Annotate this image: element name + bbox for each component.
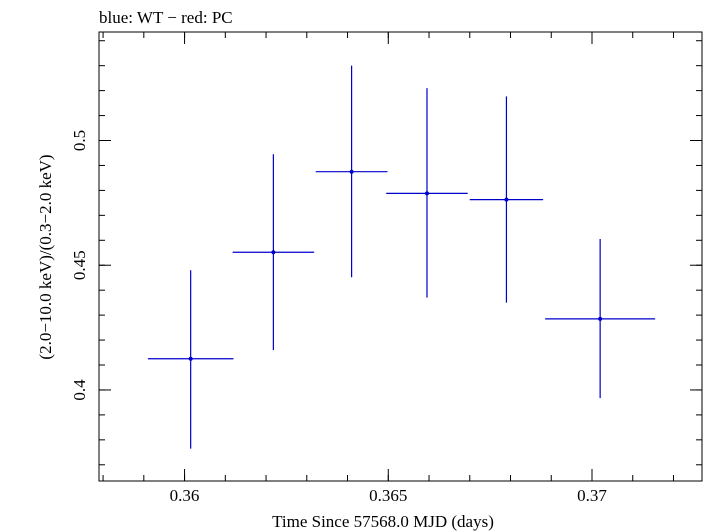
y-axis-label: (2.0−10.0 keV)/(0.3−2.0 keV) xyxy=(36,154,55,359)
data-series xyxy=(147,65,656,449)
data-point xyxy=(147,270,234,449)
point-marker xyxy=(188,356,193,361)
x-tick-label: 0.36 xyxy=(170,486,200,505)
point-marker xyxy=(504,197,509,202)
x-tick-label: 0.37 xyxy=(577,486,607,505)
point-marker xyxy=(349,169,354,174)
y-tick-label: 0.4 xyxy=(70,379,89,401)
data-point xyxy=(315,65,388,278)
point-marker xyxy=(271,250,276,255)
axis-ticks xyxy=(99,32,702,481)
y-tick-label: 0.5 xyxy=(70,130,89,151)
x-tick-label: 0.365 xyxy=(369,486,407,505)
data-point xyxy=(386,88,468,298)
tick-labels: 0.36 0.365 0.37 0.4 0.45 0.5 xyxy=(70,130,607,505)
point-marker xyxy=(598,316,603,321)
chart-title: blue: WT − red: PC xyxy=(99,8,233,27)
data-point xyxy=(545,239,656,399)
y-tick-label: 0.45 xyxy=(70,250,89,280)
x-axis-label: Time Since 57568.0 MJD (days) xyxy=(272,512,494,531)
data-point xyxy=(469,96,544,303)
point-marker xyxy=(424,191,429,196)
data-point xyxy=(232,154,315,351)
plot-frame xyxy=(98,31,703,482)
